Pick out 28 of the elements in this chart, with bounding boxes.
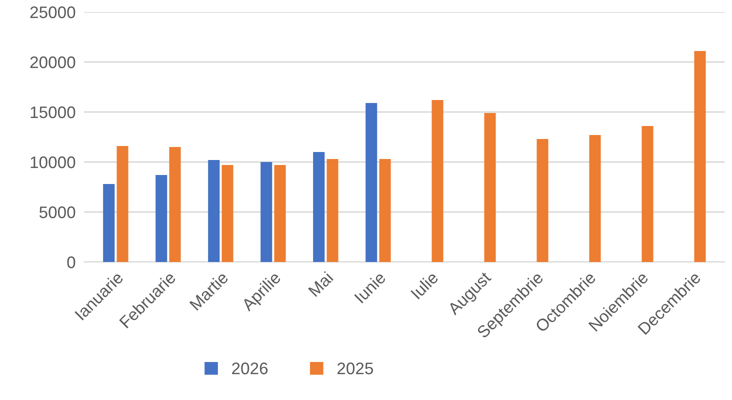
bar [260,162,272,262]
bar [366,103,378,262]
bar [536,139,548,262]
legend-label: 2026 [232,362,268,374]
x-tick-label: Mai [308,271,334,298]
bar [589,135,601,262]
y-tick-label: 15000 [30,106,76,118]
bar [694,51,706,262]
bar [432,100,444,262]
bar [156,175,168,262]
y-tick-label: 5000 [39,206,76,218]
bar [274,165,286,262]
bar [326,159,338,262]
bar [169,147,181,262]
bar [116,146,128,262]
bar [313,152,325,262]
legend-label: 2025 [337,362,374,374]
bar [379,159,391,262]
x-tick-label: Iulie [410,270,439,300]
bar [642,126,654,262]
y-tick-label: 10000 [30,156,76,168]
y-tick-label: 0 [67,256,76,268]
y-tick-label: 25000 [30,6,76,18]
bar [208,160,220,262]
bar [484,113,496,262]
bar [103,184,115,262]
bar [222,165,234,262]
y-tick-label: 20000 [30,56,76,68]
